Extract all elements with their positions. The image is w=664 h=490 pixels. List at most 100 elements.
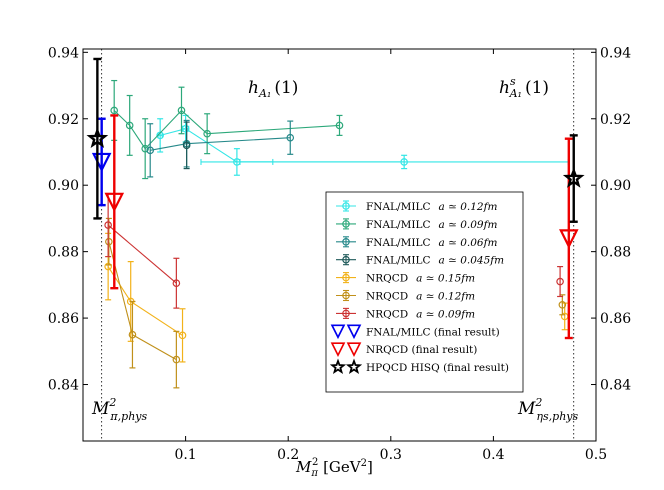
legend-spacing: a ≃ 0.09fm xyxy=(438,219,497,231)
y-tick-label-right: 0.92 xyxy=(600,112,631,128)
series-line xyxy=(107,266,183,336)
legend-label: NRQCD a ≃ 0.15fm xyxy=(366,273,475,285)
legend-label: NRQCD (final result) xyxy=(366,344,477,356)
axis-ticks: 0.1 0.2 0.3 0.4 0.5 0.84 0.84 0.86 0.86 0.88 0.88 0… xyxy=(48,45,631,463)
legend-label: FNAL/MILC (final result) xyxy=(366,326,500,338)
series-6 xyxy=(104,192,564,309)
data-layer xyxy=(86,57,585,389)
data-point-marker xyxy=(182,141,191,150)
series-line xyxy=(113,109,340,150)
y-tick-label: 0.84 xyxy=(48,378,79,394)
y-tick-label: 0.94 xyxy=(48,45,79,61)
y-tick-label-right: 0.90 xyxy=(600,178,631,194)
legend-entry: HPQCD HISQ (final result) xyxy=(329,358,509,375)
data-point-marker xyxy=(172,279,181,288)
legend-spacing: a ≃ 0.12fm xyxy=(438,201,497,213)
legend-marker xyxy=(330,324,346,340)
legend-marker xyxy=(342,255,350,264)
series-line xyxy=(160,128,405,163)
legend-marker xyxy=(345,358,363,375)
series-line xyxy=(108,241,177,361)
legend-entry: FNAL/MILC a ≃ 0.06fm xyxy=(336,236,497,249)
legend-marker-group xyxy=(330,342,346,358)
data-point-marker xyxy=(559,229,579,249)
reference-lines xyxy=(101,49,575,441)
series-1 xyxy=(110,79,344,180)
data-point-marker xyxy=(146,146,155,155)
x-tick-label: 0.4 xyxy=(482,447,504,463)
data-point-marker xyxy=(86,127,109,148)
data-point-marker xyxy=(558,300,567,309)
x-tick-label: 0.1 xyxy=(174,447,196,463)
data-point-marker xyxy=(335,121,344,130)
data-point-marker xyxy=(400,158,408,166)
data-point-marker xyxy=(104,221,112,229)
data-point-marker xyxy=(233,158,241,166)
y-tick-label: 0.88 xyxy=(48,245,79,261)
legend-marker-group xyxy=(329,358,347,375)
legend-spacing: a ≃ 0.15fm xyxy=(416,273,475,285)
legend-label: NRQCD a ≃ 0.12fm xyxy=(366,291,475,303)
data-point-marker xyxy=(286,133,295,142)
legend-entry: NRQCD a ≃ 0.15fm xyxy=(336,272,475,285)
series-5 xyxy=(105,217,567,389)
data-point-marker xyxy=(556,277,564,286)
y-tick-label: 0.86 xyxy=(48,311,79,327)
legend-entry: NRQCD (final result) xyxy=(330,342,477,358)
data-point-marker xyxy=(128,330,137,339)
series-2 xyxy=(146,119,295,178)
legend-label: NRQCD a ≃ 0.09fm xyxy=(366,308,475,320)
legend-entry: NRQCD a ≃ 0.12fm xyxy=(336,289,475,303)
legend-box xyxy=(325,191,524,393)
x-tick-label: 0.2 xyxy=(277,447,299,463)
data-point-marker xyxy=(141,144,149,153)
legend-marker-group xyxy=(346,342,362,358)
legend-entry: FNAL/MILC (final result) xyxy=(330,324,500,340)
data-point-marker xyxy=(177,106,186,115)
legend-label: HPQCD HISQ (final result) xyxy=(366,362,509,374)
x-tick-label: 0.5 xyxy=(585,447,607,463)
legend-marker xyxy=(342,220,350,228)
data-point-marker xyxy=(105,237,113,246)
y-tick-label-right: 0.88 xyxy=(600,245,631,261)
data-point-marker xyxy=(110,106,118,115)
series-line xyxy=(107,224,177,284)
legend-marker xyxy=(330,342,346,358)
legend-marker xyxy=(342,273,350,282)
series-8 xyxy=(104,114,579,340)
y-tick-label-right: 0.94 xyxy=(600,45,631,61)
y-tick-label-right: 0.86 xyxy=(600,311,631,327)
pion-phys-label: M2 π,phys xyxy=(91,396,147,423)
y-tick-label: 0.90 xyxy=(48,178,79,194)
series-9 xyxy=(86,57,585,223)
y-tick-label-right: 0.84 xyxy=(600,378,631,394)
legend-entry: NRQCD a ≃ 0.09fm xyxy=(336,307,475,320)
legend-spacing: a ≃ 0.06fm xyxy=(438,237,497,249)
plot-frame xyxy=(82,48,597,442)
data-point-marker xyxy=(178,331,187,340)
series-line xyxy=(150,137,291,151)
legend-marker xyxy=(342,202,350,210)
data-point-marker xyxy=(125,121,134,130)
legend-spacing: a ≃ 0.045fm xyxy=(438,255,504,267)
legend-marker-group xyxy=(346,324,362,340)
legend-marker xyxy=(329,358,347,375)
legend-marker-group xyxy=(345,358,363,375)
series-3 xyxy=(182,121,191,170)
legend-spacing: a ≃ 0.09fm xyxy=(416,308,475,320)
legend-marker xyxy=(342,309,350,318)
data-point-marker xyxy=(203,129,211,138)
h-a1-label: hA₁ (1) xyxy=(248,78,298,100)
etas-phys-label: M2 ηs,phys xyxy=(517,396,578,423)
legend-marker-group xyxy=(330,324,346,340)
legend-marker xyxy=(346,342,362,358)
data-point-marker xyxy=(172,355,181,364)
x-tick-label: 0.3 xyxy=(380,447,402,463)
data-point-marker xyxy=(104,262,112,271)
series-0 xyxy=(156,114,569,176)
x-axis-label: Mπ2 [GeV2] xyxy=(295,457,373,479)
legend-marker xyxy=(342,238,350,246)
hs-a1-label: hs A₁ (1) xyxy=(499,75,549,100)
